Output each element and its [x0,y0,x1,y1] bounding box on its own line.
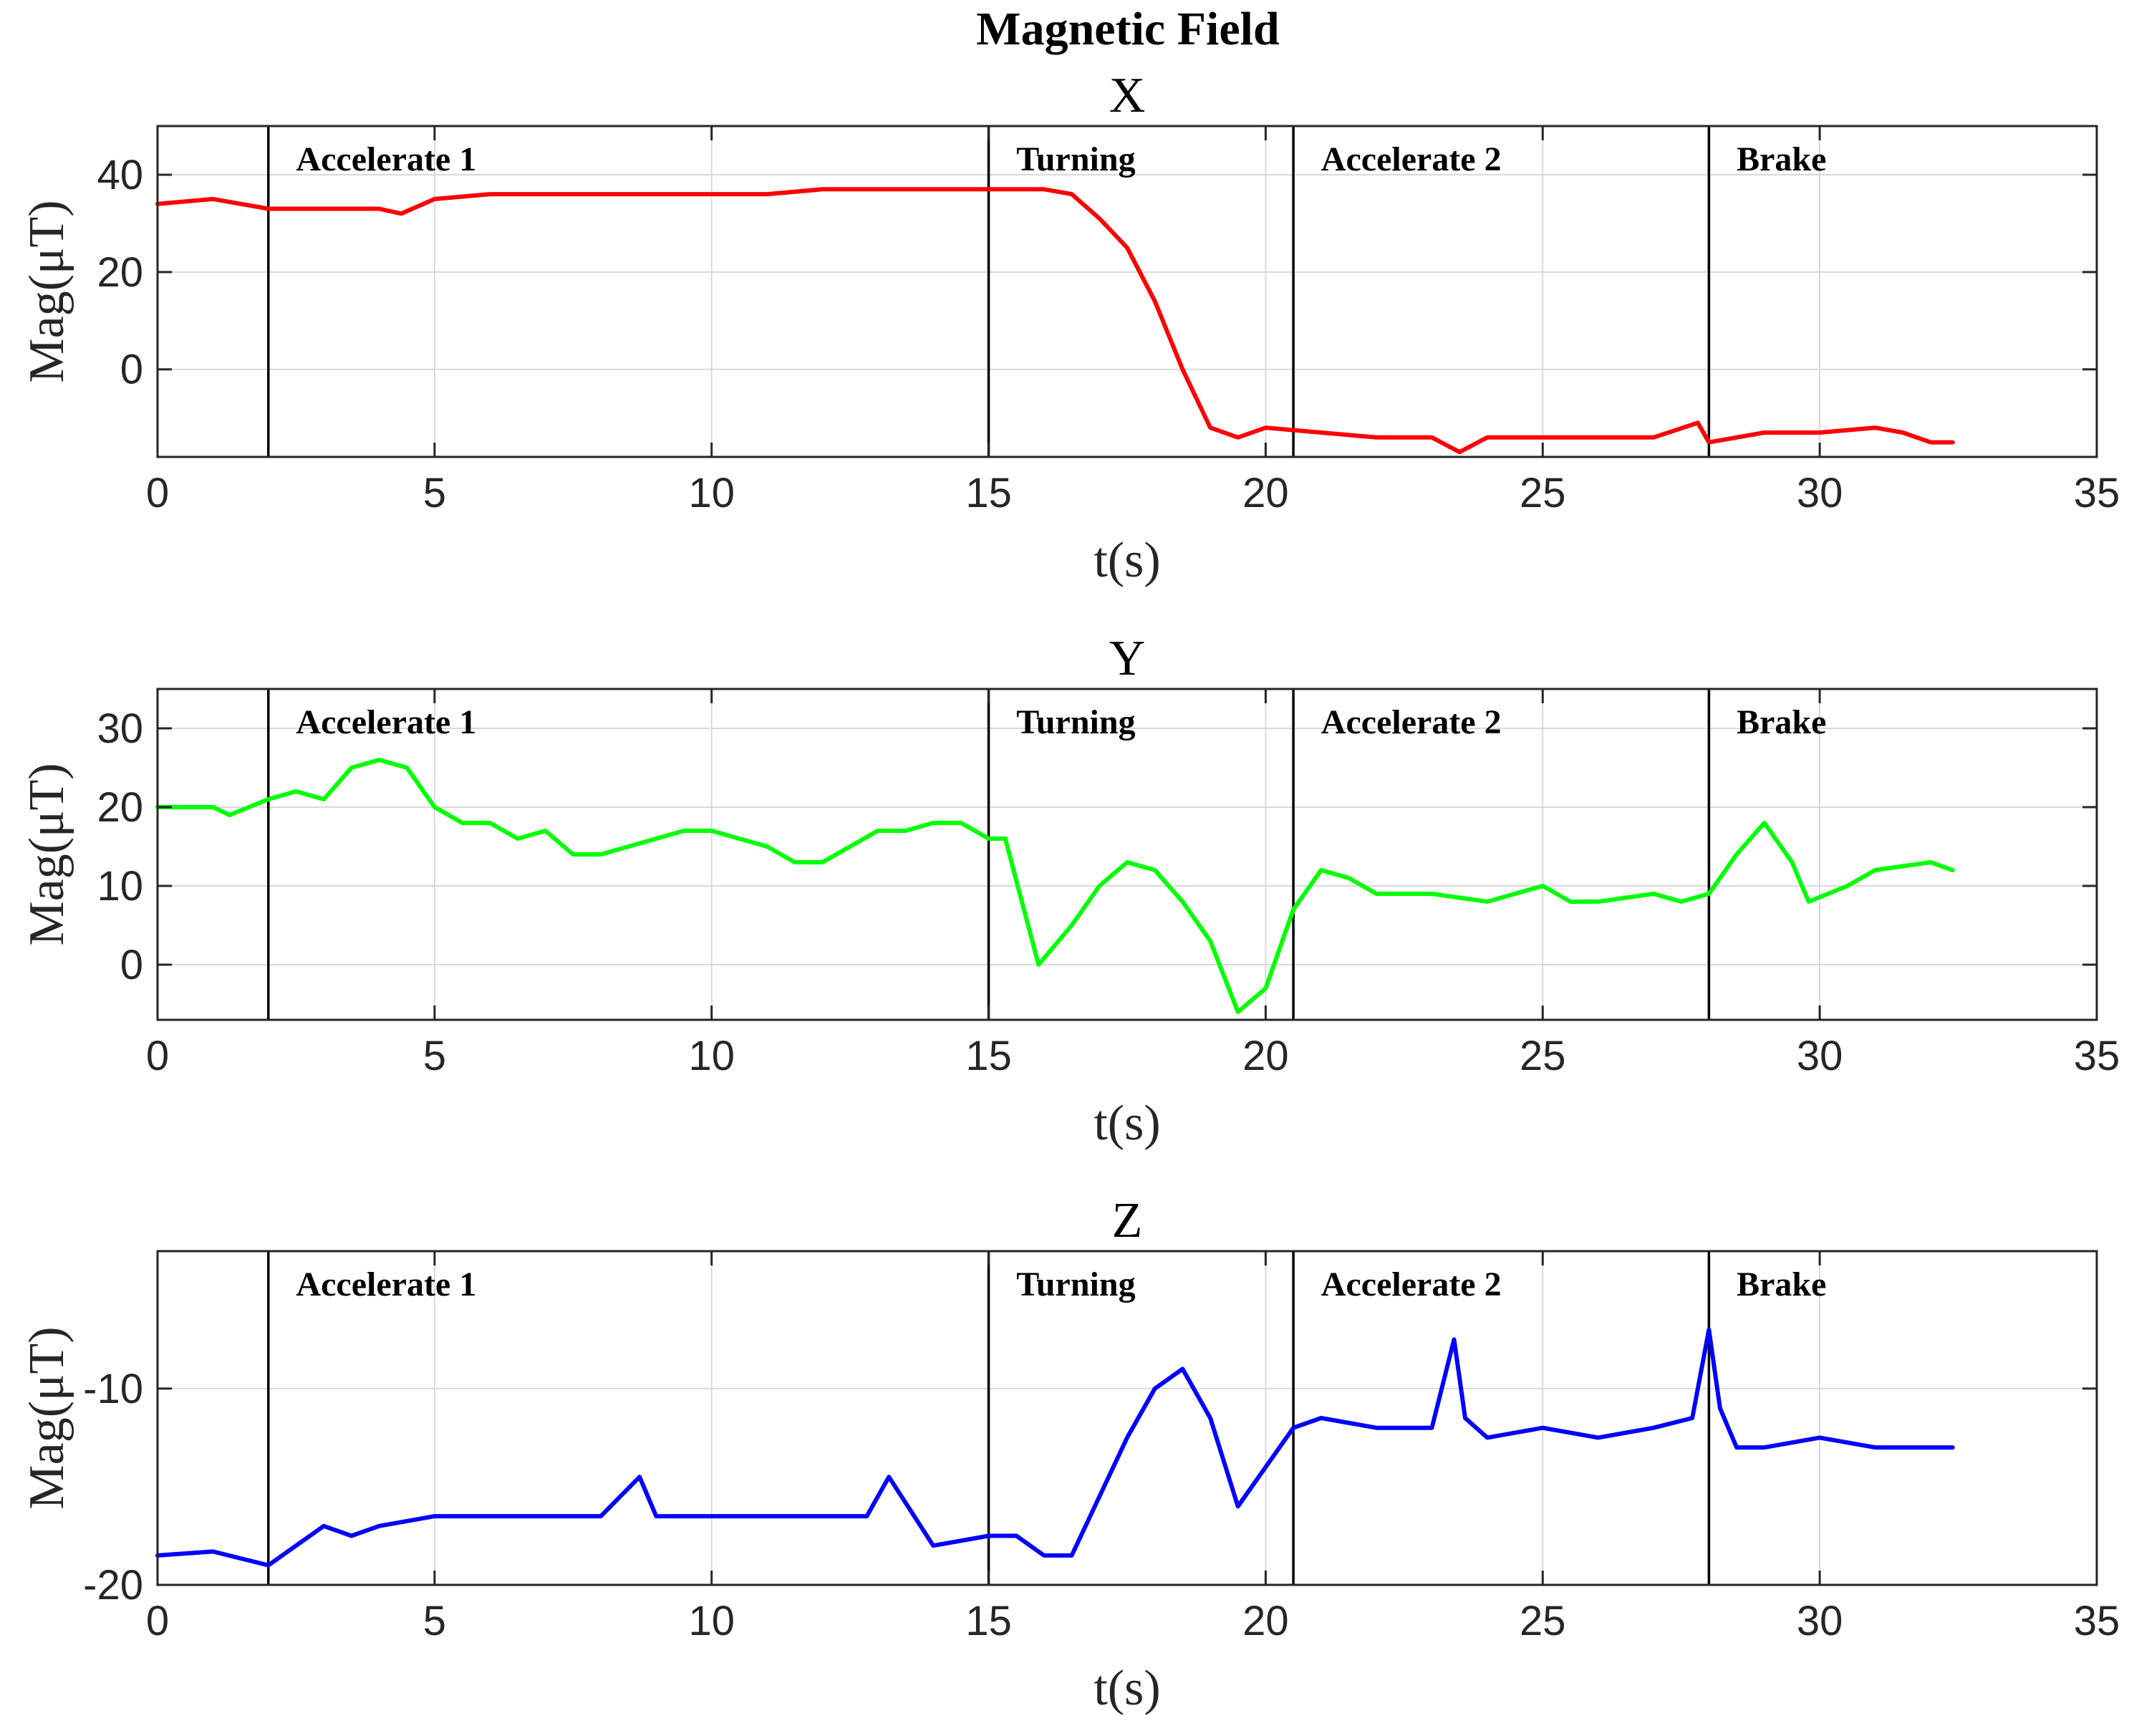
y-axis-label: Mag(μT) [19,763,74,945]
y-tick-label: 20 [97,784,143,831]
y-tick-label: -10 [83,1366,143,1412]
x-tick-label: 10 [688,1598,735,1644]
plot-frame [156,688,2098,1021]
x-tick-label: 5 [423,1033,446,1079]
series-line-x [155,187,1955,455]
x-tick-label: 0 [146,470,169,516]
y-axis-label: Mag(μT) [19,200,74,382]
phase-label: Accelerate 1 [296,1265,476,1303]
phase-label: Accelerate 1 [296,703,476,741]
phase-label: Turning [1016,140,1135,178]
panel-title-y: Y [1109,631,1146,686]
x-tick-label: 30 [1797,1598,1843,1644]
phase-label: Brake [1737,140,1826,178]
phase-label: Accelerate 2 [1321,140,1502,178]
x-tick-label: 10 [688,470,735,516]
x-tick-label: 20 [1242,1598,1289,1644]
x-tick-label: 25 [1520,1033,1566,1079]
y-tick-label: 20 [97,249,143,296]
plot-frame [156,125,2098,458]
chart-panel-x: 0 5 10 15 20 25 30 35 0 20 40 Accelerate 1 Turning Ac… [19,68,2120,588]
x-tick-label: 0 [146,1033,169,1079]
y-tick-label: 10 [97,863,143,910]
x-tick-label: 10 [688,1033,735,1079]
x-tick-label: 35 [2074,1598,2120,1644]
y-tick-label: 0 [120,347,143,393]
x-tick-label: 30 [1797,1033,1843,1079]
x-tick-label: 5 [423,1598,446,1644]
phase-label: Turning [1016,703,1135,741]
figure-title: Magnetic Field [976,3,1279,55]
x-tick-label: 35 [2074,470,2120,516]
series-line-y [155,758,1955,1014]
phase-label: Brake [1737,703,1826,741]
x-tick-label: 0 [146,1598,169,1644]
y-axis-label: Mag(μT) [19,1326,74,1509]
y-tick-label: -20 [83,1562,143,1609]
x-tick-label: 25 [1520,470,1566,516]
phase-label: Accelerate 1 [296,140,476,178]
y-tick-label: 0 [120,942,143,988]
phase-label: Accelerate 2 [1321,703,1502,741]
x-tick-label: 20 [1242,1033,1289,1079]
panel-title-z: Z [1112,1193,1143,1248]
chart-panel-z: 0 5 10 15 20 25 30 35 -20 -10 Accelerate 1 Turning A… [19,1193,2120,1716]
x-tick-label: 15 [965,1598,1012,1644]
x-tick-label: 30 [1797,470,1843,516]
phase-label: Turning [1016,1265,1135,1303]
x-tick-label: 5 [423,470,446,516]
x-axis-label: t(s) [1093,533,1160,588]
x-tick-label: 35 [2074,1033,2120,1079]
x-axis-label: t(s) [1093,1661,1160,1716]
x-tick-label: 20 [1242,470,1289,516]
y-tick-label: 40 [97,152,143,198]
x-tick-label: 15 [965,1033,1012,1079]
chart-panel-y: 0 5 10 15 20 25 30 35 0 10 20 30 Accelerate 1 Turning… [19,631,2120,1151]
x-axis-label: t(s) [1093,1096,1160,1151]
plot-frame [156,1250,2098,1586]
phase-label: Brake [1737,1265,1826,1303]
x-tick-label: 15 [965,470,1012,516]
x-tick-label: 25 [1520,1598,1566,1644]
phase-label: Accelerate 2 [1321,1265,1502,1303]
panel-title-x: X [1109,68,1146,123]
series-line-z [155,1327,1955,1568]
y-tick-label: 30 [97,705,143,752]
